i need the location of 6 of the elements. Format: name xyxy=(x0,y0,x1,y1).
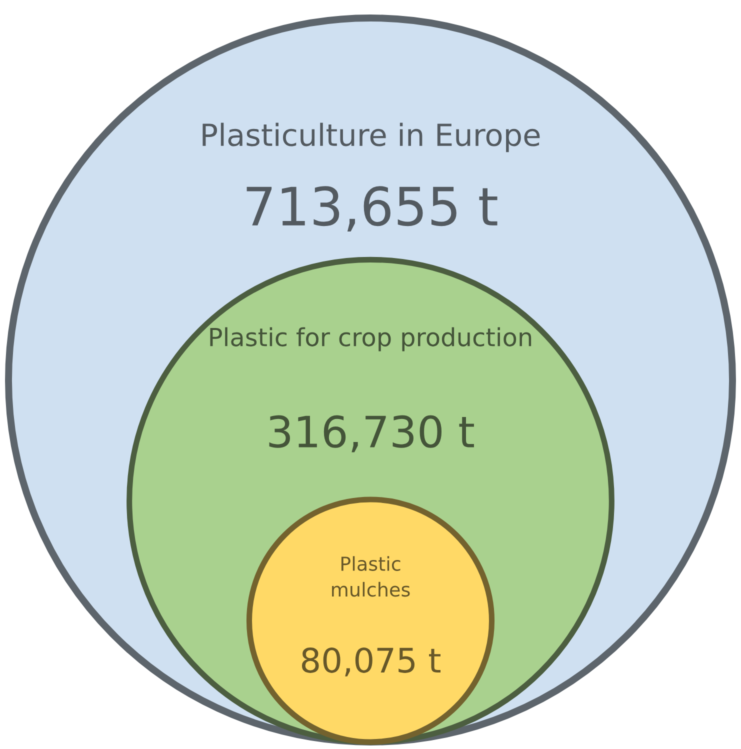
data-label: 80,075 t xyxy=(302,647,441,676)
data-label: 316,730 t xyxy=(269,415,474,452)
category-label: Plasticulture in Europe xyxy=(202,122,540,152)
category-label: Plastic for crop production xyxy=(210,327,532,352)
category-label: Plastic mulches xyxy=(332,556,410,597)
data-label: 713,655 t xyxy=(246,186,498,232)
